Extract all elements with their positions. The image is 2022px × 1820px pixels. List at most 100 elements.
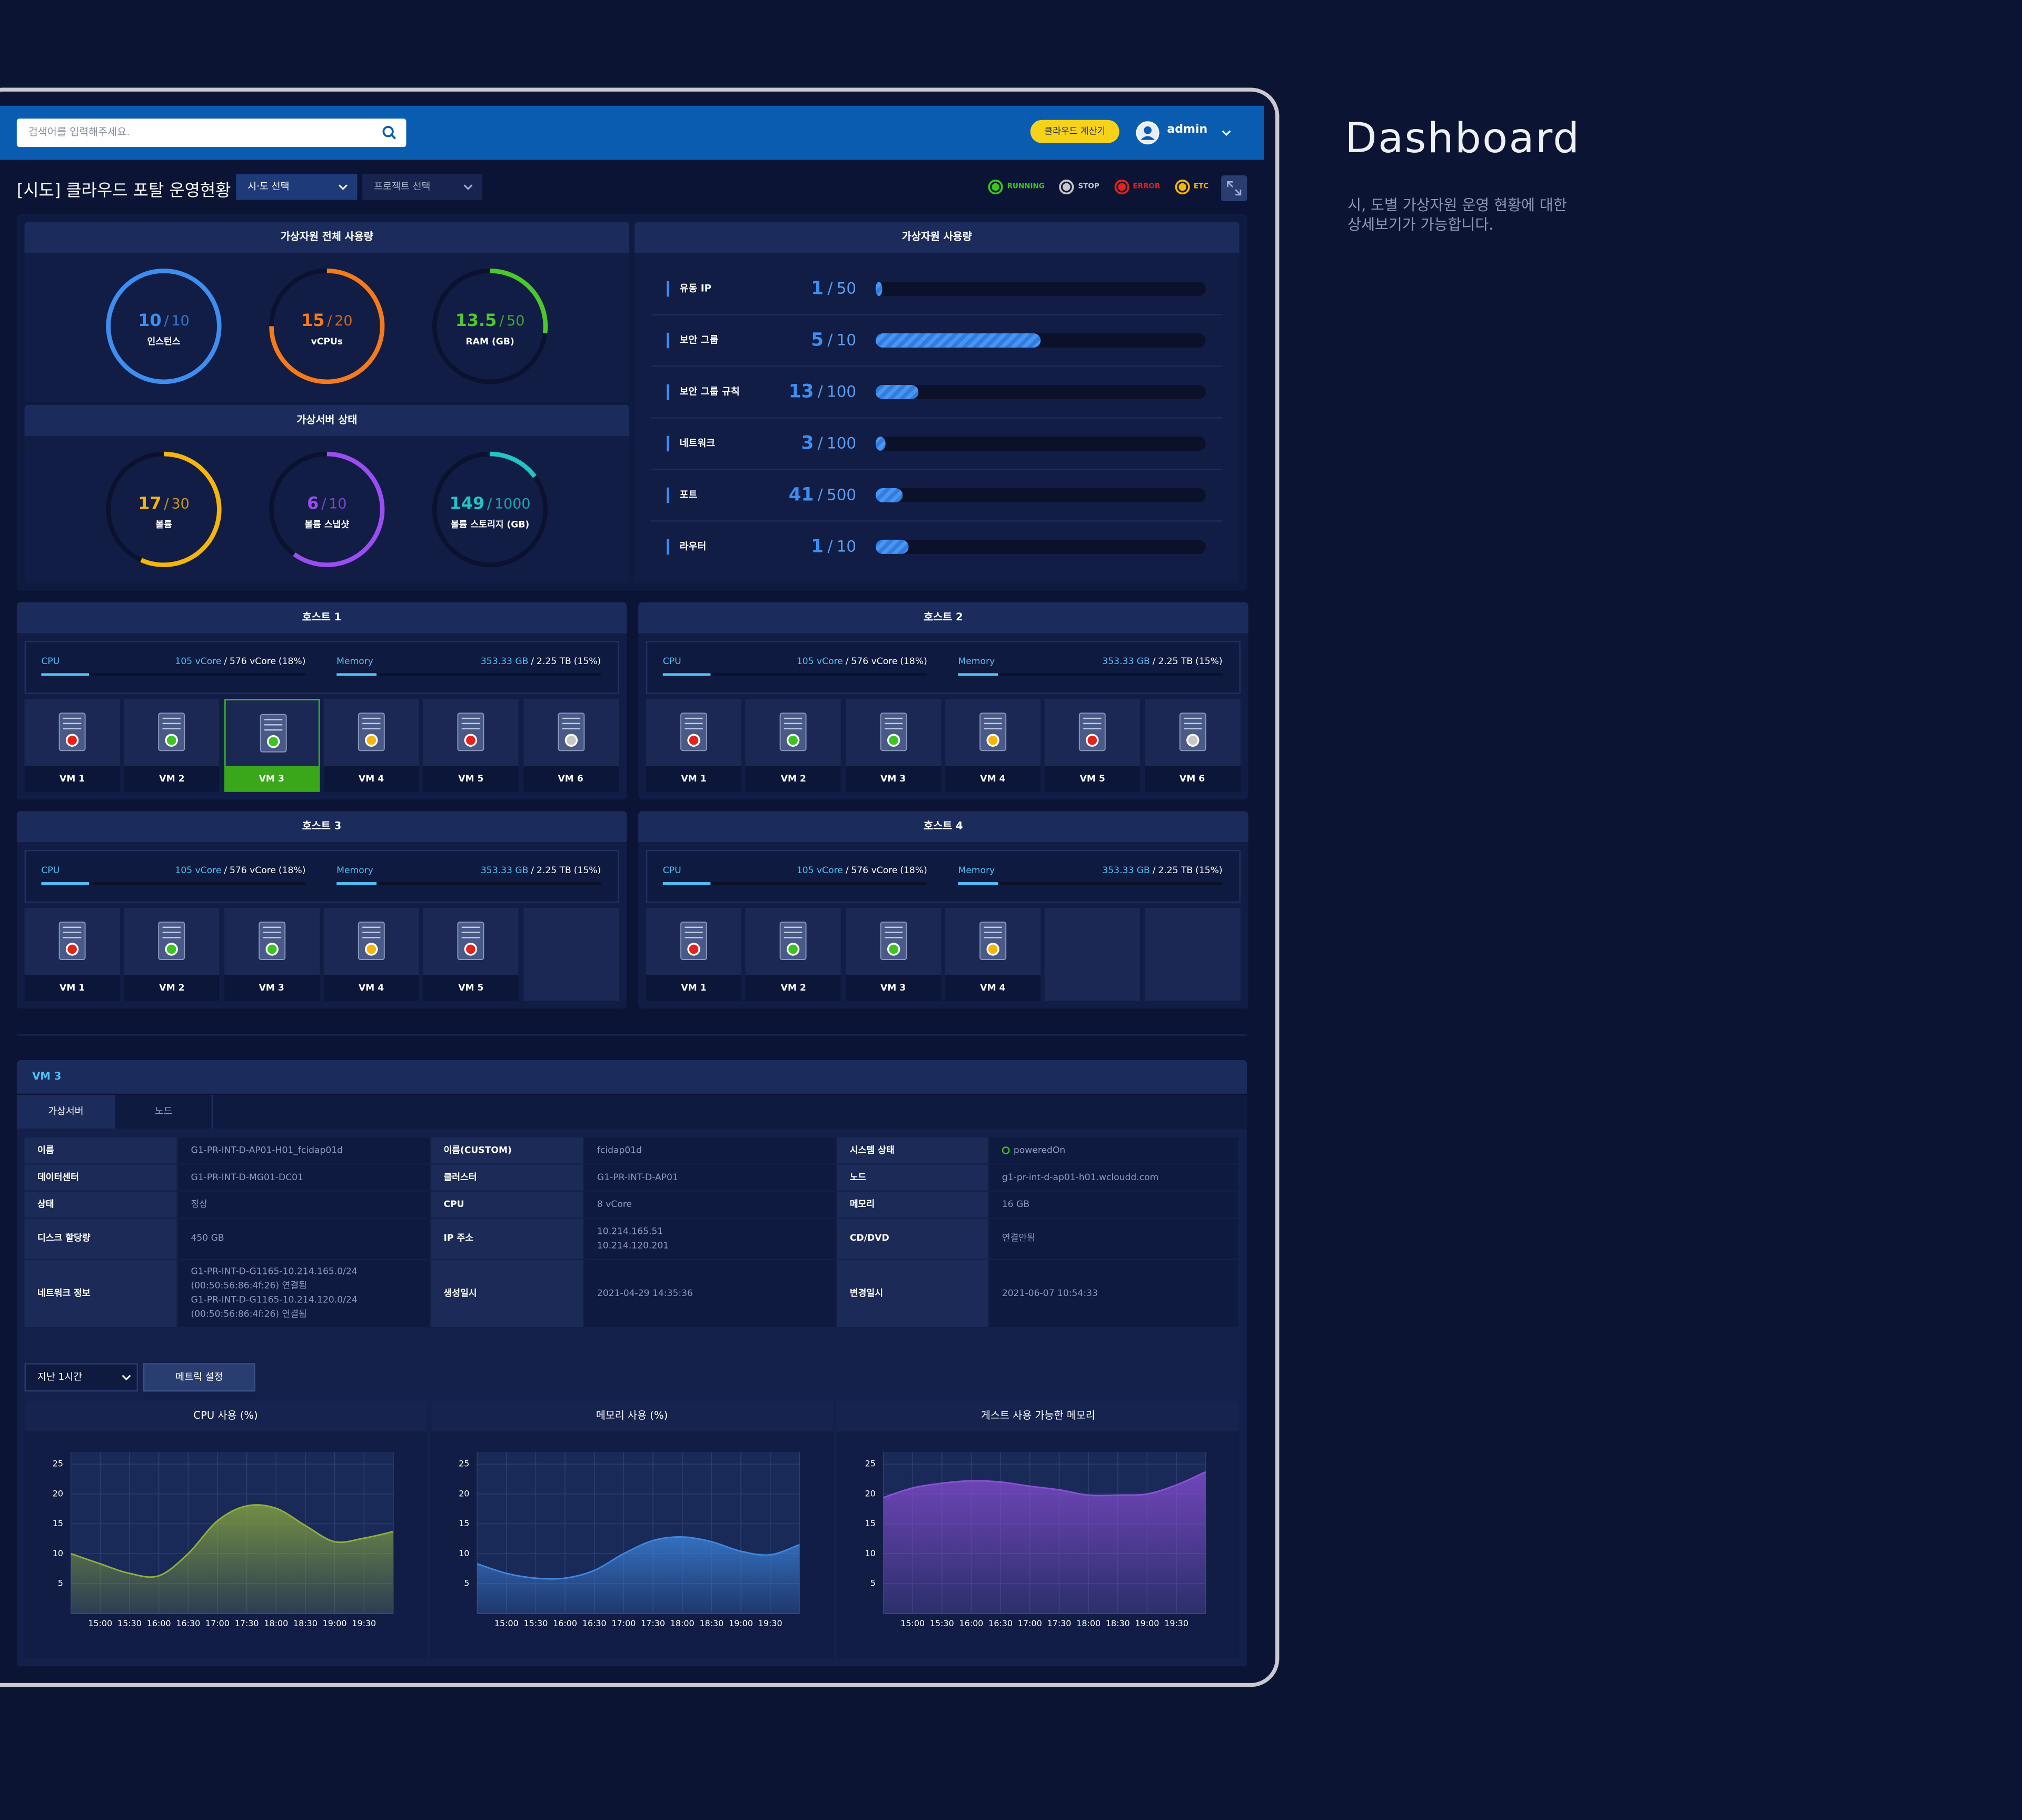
status-dot	[167, 944, 177, 954]
panel-header	[24, 404, 630, 436]
metric-text: 105 vCore/576 vCore (18%)	[663, 657, 927, 667]
chart: 15:00 15:30 16:00 16:30 17:00 17:30 18:00 18:30…	[865, 1452, 1206, 1628]
expand-button[interactable]	[1221, 175, 1247, 202]
status-dot	[266, 944, 276, 954]
cell-value: 2021-04-29 14:35:36	[597, 1288, 693, 1298]
vm-name-strip	[945, 766, 1041, 792]
y-tick-label: 5	[464, 1578, 469, 1588]
metric-bar	[336, 673, 376, 676]
gauge-value: 13.5/50	[455, 310, 525, 330]
metric-track	[336, 882, 601, 885]
period-select[interactable]	[24, 1363, 138, 1392]
empty-slot	[523, 908, 619, 1001]
metric-box	[646, 849, 1241, 903]
gauge-value: 6/10	[307, 493, 346, 513]
table-cell: 450 GB	[177, 1219, 430, 1259]
search-box[interactable]	[16, 118, 407, 147]
metric-bar	[41, 882, 89, 885]
metric-total: 2.25 TB	[1158, 865, 1193, 876]
vm-icon	[680, 713, 708, 751]
dot-ring	[1174, 180, 1190, 195]
table-cell: 클러스터	[430, 1164, 583, 1191]
x-tick-label: 16:30	[582, 1618, 607, 1628]
status-legend: RUNNING STOP ERROR ETC	[988, 179, 1208, 195]
cell-value: 정상	[191, 1199, 208, 1209]
separator: /	[224, 656, 227, 667]
row-marker	[667, 332, 670, 349]
max: 10	[837, 331, 856, 349]
line	[883, 1471, 1206, 1499]
empty-slot	[1144, 908, 1240, 1001]
vm-name: VM 2	[780, 983, 806, 993]
metric-label: Memory	[336, 865, 373, 876]
separator: /	[531, 865, 534, 876]
calc-button[interactable]: 클라우드 계산기	[1030, 120, 1119, 143]
x-tick-label: 16:30	[176, 1618, 200, 1628]
vm-name: VM 5	[458, 774, 484, 784]
metric-bar	[958, 673, 998, 676]
table-cell: 시스템 상태	[837, 1138, 988, 1163]
x-tick-label: 15:30	[930, 1618, 954, 1628]
status-dot	[268, 737, 278, 746]
vm-name: VM 3	[259, 983, 284, 993]
metric-label: CPU	[41, 865, 60, 876]
metric-box	[646, 641, 1241, 694]
separator: /	[327, 312, 332, 329]
user-name[interactable]: admin	[1167, 124, 1208, 137]
server-body	[58, 922, 86, 961]
side-title: Dashboard	[1345, 113, 1581, 163]
separator: /	[827, 331, 832, 349]
vm-cell[interactable]	[323, 699, 419, 792]
server-body	[158, 713, 185, 751]
filter-project[interactable]: 프로젝트 선택	[362, 174, 482, 200]
x-tick-label: 18:30	[293, 1618, 318, 1628]
tab[interactable]	[16, 1095, 115, 1129]
vm-name-strip	[323, 975, 419, 1001]
x-tick-label: 19:00	[1135, 1618, 1159, 1628]
cell-value: G1-PR-INT-D-G1165-10.214.165.0/24	[191, 1266, 358, 1277]
value: 13	[789, 381, 814, 402]
vm-icon	[879, 713, 907, 751]
table-cell: 메모리	[837, 1191, 988, 1218]
x-tick-label: 18:00	[670, 1618, 695, 1628]
y-tick-label: 25	[53, 1459, 63, 1469]
vm-name: VM 4	[358, 774, 384, 784]
x-tick-label: 17:00	[611, 1618, 636, 1628]
metric-track	[662, 673, 927, 676]
legend-item: STOP	[1059, 179, 1099, 195]
metric-button[interactable]	[143, 1363, 255, 1392]
x-tick-label: 18:00	[264, 1618, 288, 1628]
vm-name-strip	[746, 975, 841, 1001]
vm-icon	[979, 922, 1006, 961]
dot	[1178, 183, 1186, 191]
x-tick-label: 18:30	[699, 1618, 723, 1628]
status-dot	[466, 944, 476, 954]
vm-name: VM 4	[980, 983, 1006, 993]
resource-value: 1/ 50	[811, 278, 856, 299]
legend-item: ERROR	[1114, 179, 1161, 195]
value: 41	[789, 484, 814, 505]
host-title: 호스트 4	[924, 820, 963, 832]
max: 100	[827, 434, 856, 452]
metric-used: 105 vCore	[175, 656, 222, 667]
bar	[875, 385, 919, 399]
x-tick-label: 18:30	[1106, 1618, 1130, 1628]
user-icon	[1136, 121, 1159, 145]
resource-value: 41/500	[789, 484, 856, 505]
vm-cell[interactable]	[746, 908, 841, 1001]
filter-region[interactable]: 시·도 선택	[236, 174, 358, 200]
table-cell: fcidap01d	[584, 1138, 836, 1163]
legend-label: RUNNING	[1007, 183, 1045, 191]
tab[interactable]	[114, 1095, 213, 1129]
chart-header	[430, 1400, 834, 1432]
metric-label: Memory	[336, 656, 373, 667]
legend-label: ERROR	[1133, 183, 1161, 191]
separator: /	[224, 865, 227, 876]
section-divider	[16, 1034, 1247, 1036]
value: 10	[138, 310, 161, 330]
status-line: poweredOn	[1002, 1143, 1238, 1158]
gauge-label: 볼륨 스토리지 (GB)	[451, 520, 529, 530]
vm-name-strip	[746, 766, 841, 792]
